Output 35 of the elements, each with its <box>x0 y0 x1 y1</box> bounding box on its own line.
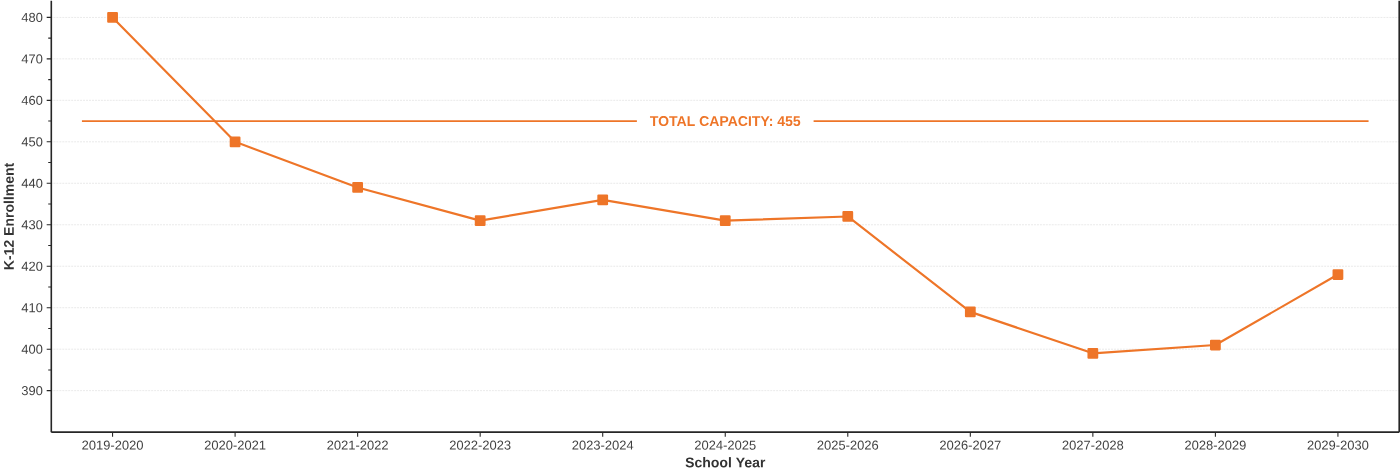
y-tick-label: 410 <box>21 303 43 313</box>
y-tick-label: 430 <box>21 220 43 230</box>
y-tick-label: 470 <box>21 54 43 64</box>
y-tick-label: 460 <box>21 95 43 105</box>
y-tick-label: 440 <box>21 178 43 188</box>
x-tick-label: 2027-2028 <box>1062 440 1124 450</box>
point <box>1087 347 1099 359</box>
x-tick-label: 2026-2027 <box>940 440 1001 450</box>
point <box>719 215 731 227</box>
y-axis-title: K-12 Enrollment <box>3 162 14 270</box>
y-tick-label: 400 <box>21 344 43 354</box>
y-tick-label: 480 <box>21 12 43 22</box>
point <box>597 194 609 206</box>
point <box>352 182 364 193</box>
point <box>1210 339 1221 351</box>
point <box>842 211 854 222</box>
x-tick-label: 2028-2029 <box>1185 440 1246 450</box>
point <box>964 306 976 318</box>
x-tick-label: 2029-2030 <box>1307 440 1369 450</box>
x-tick-label: 2021-2022 <box>327 440 388 450</box>
x-axis-title: School Year <box>685 457 766 468</box>
y-tick-label: 450 <box>21 137 43 147</box>
y-tick-label: 420 <box>21 261 43 271</box>
x-tick-label: 2025-2026 <box>817 440 879 450</box>
point <box>1332 269 1344 280</box>
point <box>474 215 486 227</box>
x-tick-label: 2019-2020 <box>82 440 143 450</box>
x-tick-label: 2024-2025 <box>694 440 756 450</box>
point <box>229 136 241 148</box>
x-tick-label: 2023-2024 <box>572 440 634 450</box>
x-tick-label: 2020-2021 <box>204 440 266 450</box>
ref-line-label: TOTAL CAPACITY: 455 <box>649 116 801 127</box>
y-tick-label: 390 <box>21 386 43 396</box>
x-tick-label: 2022-2023 <box>449 440 511 450</box>
point <box>107 12 118 23</box>
